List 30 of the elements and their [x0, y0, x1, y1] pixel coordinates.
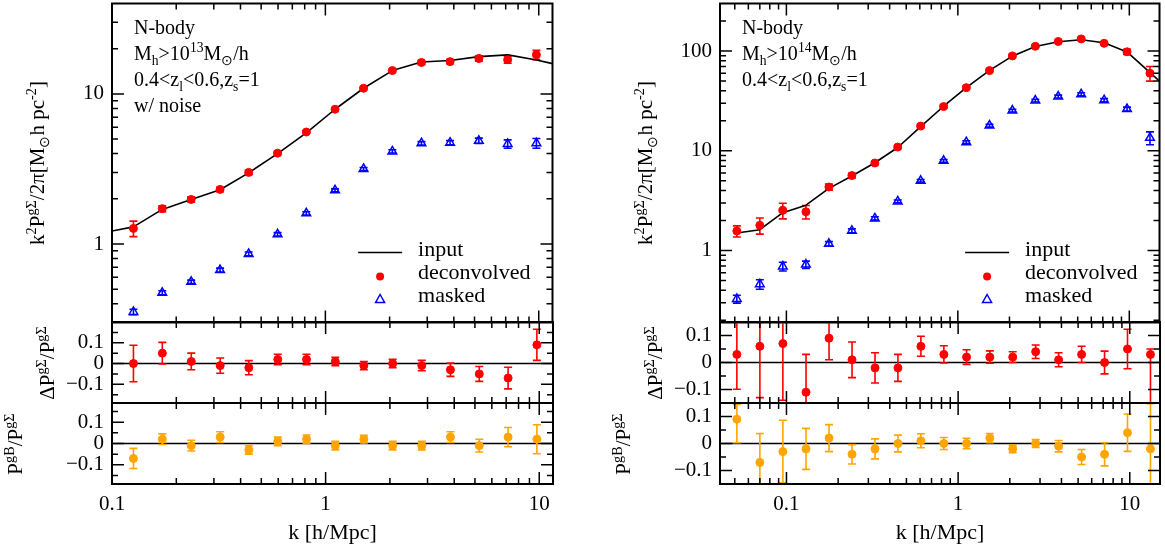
y-tick-label: −0.1: [673, 457, 712, 482]
y-tick-label: 1: [701, 236, 712, 261]
x-tick-label: 1: [320, 491, 331, 516]
y-tick-label: 0: [701, 430, 712, 455]
annotation: 0.4<z$_{l}$<0.6,z$_{s}$=1: [742, 67, 868, 94]
x-axis-title: k [h/Mpc]: [288, 519, 377, 544]
x-tick-label: 10: [528, 491, 550, 516]
x-tick-label: 10: [1119, 491, 1141, 516]
annotation: 0.4<z$_{l}$<0.6,z$_{s}$=1: [134, 67, 260, 94]
y-tick-label: −0.1: [673, 376, 712, 401]
y-tick-label: 10: [691, 136, 712, 161]
x-axis-title: k [h/Mpc]: [895, 519, 985, 544]
annotation: M$_{h}$>10$^{13}$M$_{⊙}$/h: [134, 40, 249, 68]
annotation: w/ noise: [134, 93, 202, 117]
legend-label: masked: [1025, 281, 1093, 307]
annotation: M$_{h}$>10$^{14}$M$_{⊙}$/h: [742, 40, 857, 68]
annotation: N-body: [134, 15, 196, 39]
annotation: N-body: [742, 15, 804, 39]
y-tick-label: 0: [701, 349, 712, 374]
legend-label: input: [1025, 235, 1071, 261]
y-tick-label: 0.1: [77, 408, 104, 433]
y-tick-label: 0.1: [685, 403, 712, 428]
y-tick-label: 10: [83, 79, 104, 104]
y-tick-label: 100: [680, 37, 712, 62]
y-tick-label: 1: [93, 230, 104, 255]
y-tick-label: 0.1: [685, 322, 712, 347]
x-tick-label: 0.1: [773, 491, 800, 516]
legend-label: input: [418, 235, 464, 261]
legend-label: masked: [418, 281, 486, 307]
x-tick-label: 1: [952, 491, 964, 516]
